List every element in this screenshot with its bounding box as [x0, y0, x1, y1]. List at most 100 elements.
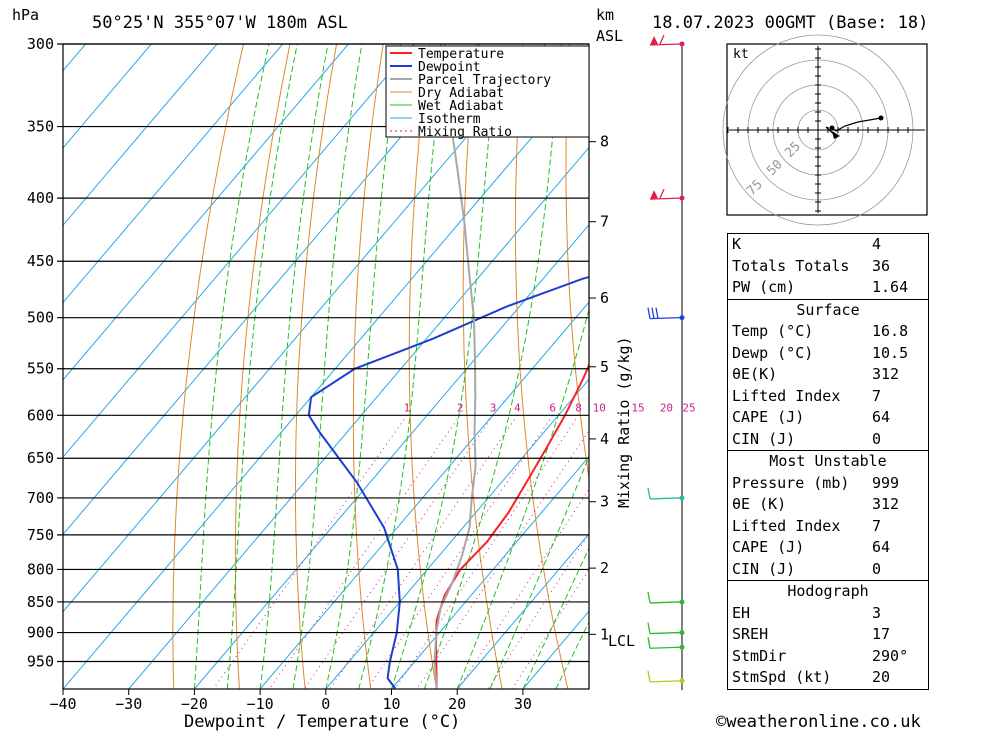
hodograph-unit: kt — [733, 47, 749, 62]
mixing-ratio-label: 1 — [404, 401, 411, 414]
isotherm-line — [259, 301, 589, 689]
pressure-tick-label: 450 — [27, 252, 54, 270]
pw-value: 1.64 — [872, 278, 909, 296]
km-unit-label: km — [596, 6, 614, 24]
pressure-tick-label: 550 — [27, 360, 54, 378]
wind-barb-feather — [651, 307, 655, 319]
wind-barb-dot — [679, 630, 685, 636]
mixing-ratio-axis-title: Mixing Ratio (g/kg) — [615, 336, 633, 508]
wet-adiabat-line — [489, 455, 589, 689]
indices-table: K 4 Totals Totals 36 PW (cm) 1.64 Surface T… — [727, 233, 929, 690]
stmspd-label: StmSpd (kt) — [732, 668, 832, 686]
series-parcel-trajectory — [433, 44, 477, 689]
k-index-label: K — [732, 235, 742, 253]
mixing-ratio-line — [487, 532, 589, 689]
hodograph-trace — [831, 117, 882, 132]
wind-barb-staff — [649, 43, 681, 46]
wind-barb-dot — [679, 315, 685, 321]
wet-adiabat-line — [423, 44, 562, 689]
mixing-ratio-label: 15 — [631, 401, 644, 414]
most-unstable-title: Most Unstable — [728, 450, 928, 473]
stmdir-value: 290° — [872, 646, 909, 665]
km-tick-label: 7 — [600, 213, 609, 231]
hodograph-title: Hodograph — [728, 580, 928, 603]
isotherm-line — [63, 44, 481, 536]
pressure-tick-label: 900 — [27, 624, 54, 642]
mu-li-value: 7 — [872, 516, 882, 535]
mu-thetae-value: 312 — [872, 495, 900, 513]
wet-adiabat-line — [292, 44, 363, 689]
pressure-tick-label: 400 — [27, 189, 54, 207]
wind-barb-feather — [647, 487, 651, 500]
isotherm-line — [63, 44, 152, 149]
surface-dewp-value: 10.5 — [872, 343, 909, 362]
mixing-ratio-label: 4 — [514, 401, 521, 414]
pressure-tick-label: 800 — [27, 560, 54, 578]
mu-cin-value: 0 — [872, 559, 882, 578]
isotherm-line — [63, 44, 415, 458]
km-tick-label: 5 — [600, 358, 609, 376]
datetime-title: 18.07.2023 00GMT (Base: 18) — [652, 13, 928, 33]
wind-barb-feather — [659, 34, 665, 45]
wind-barb-dot — [679, 599, 685, 605]
pressure-tick-label: 950 — [27, 653, 54, 671]
x-tick-label: 30 — [514, 695, 532, 713]
legend-dewpoint: Dewpoint — [418, 60, 481, 75]
surface-dewp-label: Dewp (°C) — [732, 343, 814, 362]
wet-adiabat-line — [522, 546, 589, 689]
surface-temp-label: Temp (°C) — [732, 322, 814, 340]
wind-barb-feather — [659, 188, 665, 199]
surface-li-value: 7 — [872, 386, 882, 405]
stmdir-label: StmDir — [732, 646, 787, 665]
surface-thetae-label: θE(K) — [732, 365, 778, 383]
isotherm-line — [325, 378, 589, 689]
wind-barb-feather — [647, 591, 651, 604]
asl-unit-label: ASL — [596, 27, 623, 45]
eh-value: 3 — [872, 603, 882, 622]
km-tick-label: 1 — [600, 625, 609, 643]
totals-totals-value: 36 — [872, 256, 891, 275]
km-tick-label: 8 — [600, 133, 609, 151]
km-tick-label: 6 — [600, 289, 609, 307]
legend-temperature: Temperature — [418, 47, 504, 62]
isotherm-line — [63, 44, 284, 304]
k-index-value: 4 — [872, 235, 882, 253]
mixing-ratio-line — [394, 415, 580, 689]
mu-pressure-label: Pressure (mb) — [732, 473, 850, 492]
legend-wet-adiabat: Wet Adiabat — [418, 99, 504, 114]
stmspd-value: 20 — [872, 668, 891, 686]
x-tick-label: −40 — [49, 695, 76, 713]
wind-barb-dot — [679, 644, 685, 650]
mixing-ratio-line — [303, 415, 494, 689]
sreh-label: SREH — [732, 625, 769, 643]
km-tick-label: 4 — [600, 430, 609, 448]
pw-label: PW (cm) — [732, 278, 796, 296]
wet-adiabat-line — [226, 44, 298, 689]
mu-cape-value: 64 — [872, 538, 891, 556]
wind-barb-pennant — [650, 36, 658, 45]
isotherm-line — [63, 69, 589, 689]
surface-temp-value: 16.8 — [872, 322, 909, 340]
pressure-tick-label: 700 — [27, 489, 54, 507]
km-tick-label: 3 — [600, 493, 609, 511]
surface-thetae-value: 312 — [872, 365, 900, 383]
isotherm-line — [63, 44, 218, 227]
wind-barb-pennant — [650, 190, 658, 200]
mu-cin-label: CIN (J) — [732, 559, 796, 578]
x-tick-label: 10 — [382, 695, 400, 713]
dry-adiabat-line — [172, 44, 244, 689]
wind-barb-staff — [649, 601, 681, 604]
wind-barb-staff — [649, 680, 681, 683]
isotherm-line — [391, 455, 589, 689]
wind-barbs — [647, 34, 685, 690]
surface-title: Surface — [728, 298, 928, 322]
wind-barb-staff — [649, 317, 681, 320]
surface-li-label: Lifted Index — [732, 386, 841, 405]
x-tick-label: 0 — [321, 695, 330, 713]
km-tick-label: 2 — [600, 559, 609, 577]
pressure-tick-label: 850 — [27, 593, 54, 611]
mixing-ratio-line — [212, 415, 408, 689]
mu-thetae-label: θE (K) — [732, 495, 787, 513]
mixing-ratio-label: 25 — [682, 401, 695, 414]
dry-adiabat-line — [408, 44, 437, 689]
